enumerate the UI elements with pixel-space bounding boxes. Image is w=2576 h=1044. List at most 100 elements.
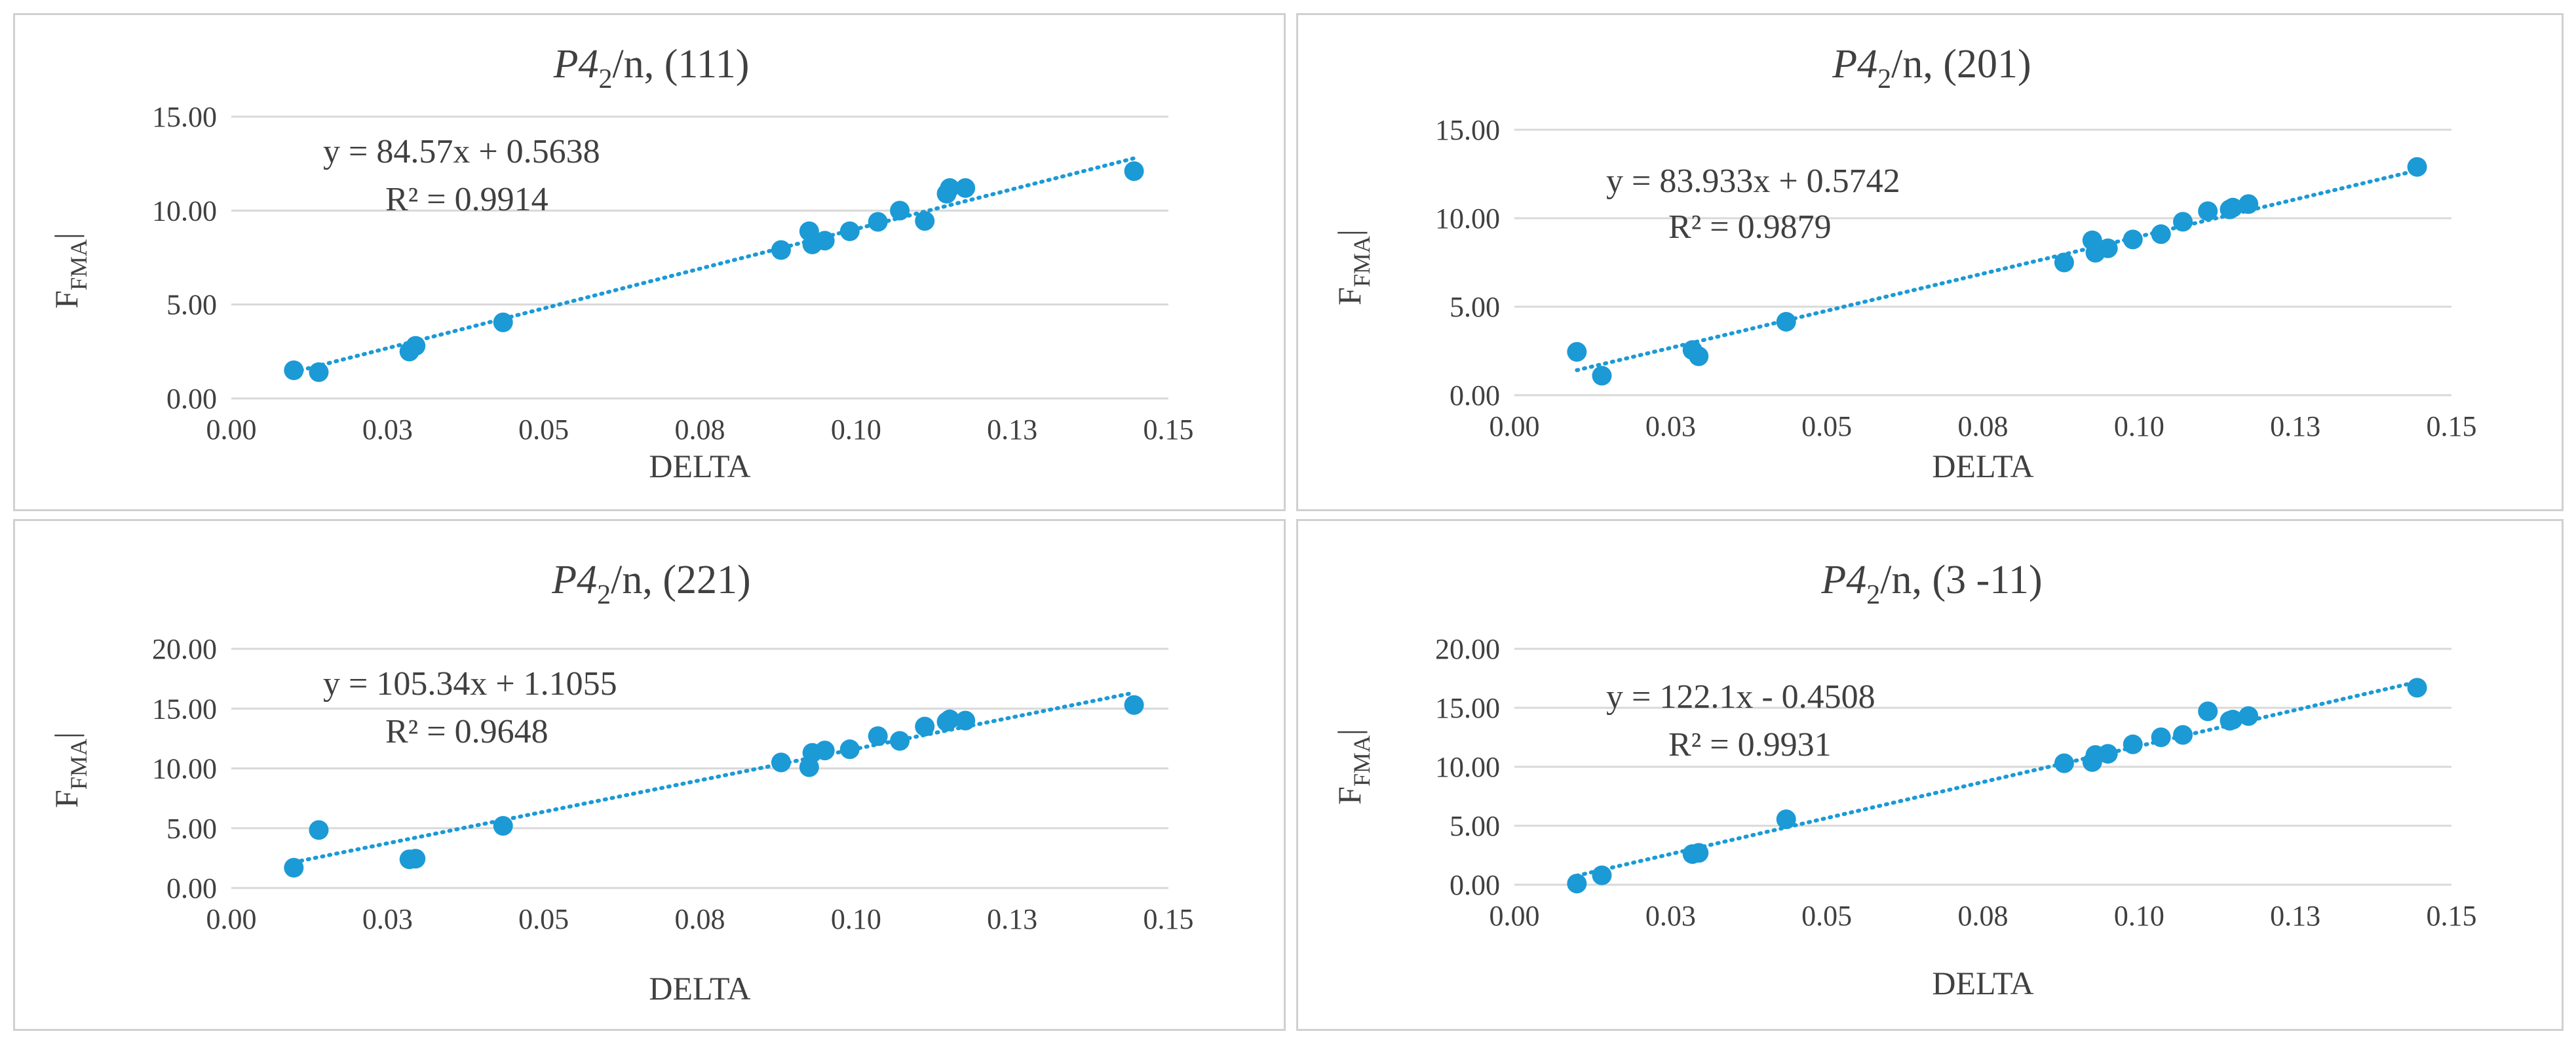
x-tick-label: 0.08 [675, 414, 725, 446]
data-point [890, 731, 910, 751]
x-tick-label: 0.03 [362, 414, 413, 446]
y-axis-label-main: F [1331, 287, 1368, 305]
data-point [2407, 678, 2427, 698]
x-tick-label: 0.03 [362, 903, 413, 935]
y-axis-label-main: F [1331, 786, 1368, 805]
y-axis-label: FFMA| [1331, 229, 1375, 305]
data-point [890, 201, 910, 221]
data-point [2173, 725, 2193, 745]
chart-panel-111: 0.00 5.00 10.00 15.00 0.00 0.03 0.05 0.08 0.10 0.… [13, 13, 1286, 511]
chart-title-subscript: 2 [597, 580, 611, 610]
y-tick-label: 15.00 [1435, 692, 1500, 724]
data-point [940, 709, 960, 729]
data-point [309, 820, 329, 840]
x-tick-label: 0.10 [2114, 410, 2164, 442]
x-axis-label: DELTA [649, 970, 750, 1007]
chart-title-suffix: /n, (201) [1891, 42, 2031, 87]
data-point [2054, 753, 2074, 773]
x-tick-label: 0.05 [518, 414, 569, 446]
data-point [940, 178, 960, 198]
data-point [815, 231, 835, 251]
y-axis-label-sub: FMA [66, 739, 92, 790]
y-tick-label: 10.00 [152, 753, 217, 785]
data-point [955, 178, 976, 198]
data-point [2407, 157, 2427, 177]
chart-title-prefix: P4 [1820, 558, 1866, 602]
data-point [915, 211, 935, 231]
data-point [309, 362, 329, 382]
data-point [2151, 727, 2171, 747]
trendline [292, 156, 1136, 374]
data-point [1689, 346, 1709, 366]
trend-equation: y = 84.57x + 0.5638 [323, 133, 600, 170]
data-point [2054, 252, 2074, 273]
data-point [2223, 710, 2243, 729]
chart-title: P42/n, (3 -11) [1820, 558, 2042, 610]
y-tick-label: 15.00 [152, 693, 217, 725]
y-tick-label: 5.00 [166, 813, 217, 845]
chart-title-suffix: /n, (3 -11) [1880, 558, 2042, 602]
y-axis-label: FFMA| [48, 233, 92, 309]
x-tick-label: 0.10 [2114, 900, 2164, 932]
y-tick-label: 20.00 [152, 633, 217, 665]
y-axis-label-main: F [48, 290, 85, 309]
data-point [1124, 695, 1144, 715]
chart-svg-201: 0.00 5.00 10.00 15.00 0.00 0.03 0.05 0.08 0.10 0.… [1331, 42, 2477, 484]
r-squared: R² = 0.9931 [1668, 726, 1832, 764]
data-point [2151, 224, 2171, 244]
data-point [2123, 229, 2143, 250]
trend-equation: y = 83.933x + 0.5742 [1606, 163, 1900, 200]
data-point [406, 336, 426, 356]
x-axis-label: DELTA [1932, 448, 2033, 484]
y-axis-label-main: F [48, 790, 85, 808]
chart-title-subscript: 2 [1866, 580, 1880, 610]
x-tick-label: 0.00 [1490, 410, 1540, 442]
x-tick-label: 0.15 [2427, 410, 2477, 442]
y-tick-label: 10.00 [1435, 751, 1500, 783]
x-tick-label: 0.03 [1645, 410, 1696, 442]
x-tick-label: 0.08 [675, 903, 725, 935]
y-tick-label: 0.00 [1450, 869, 1500, 901]
data-point [493, 312, 513, 332]
trendline [1575, 168, 2419, 372]
y-tick-label: 0.00 [166, 383, 217, 415]
trendline [292, 691, 1136, 864]
data-point [2098, 744, 2118, 764]
x-tick-label: 0.10 [831, 903, 881, 935]
y-axis-label-sub: FMA [1349, 236, 1375, 287]
chart-title-prefix: P4 [551, 558, 597, 602]
x-tick-label: 0.08 [1958, 410, 2009, 442]
data-point [1689, 843, 1709, 863]
chart-panel-3-11: 0.00 5.00 10.00 15.00 20.00 0.00 0.03 0.05 0.08 0… [1296, 519, 2564, 1031]
data-point [2173, 212, 2193, 232]
data-point [955, 710, 976, 731]
data-point [284, 857, 304, 878]
data-point [1567, 341, 1587, 362]
chart-title-suffix: /n, (111) [612, 42, 749, 87]
data-point [868, 726, 888, 746]
x-axis-label: DELTA [649, 448, 750, 484]
y-tick-label: 10.00 [152, 195, 217, 227]
data-point [839, 739, 860, 760]
chart-title-prefix: P4 [553, 42, 599, 87]
data-point [1776, 311, 1796, 332]
data-point [2198, 201, 2218, 222]
y-axis-label-suffix: | [1331, 729, 1368, 735]
data-point [2098, 238, 2118, 258]
x-tick-label: 0.15 [2427, 900, 2477, 932]
y-tick-label: 0.00 [166, 872, 217, 904]
r-squared: R² = 0.9879 [1668, 208, 1832, 246]
y-axis-label-suffix: | [48, 233, 85, 239]
data-point [1592, 366, 1612, 386]
x-tick-label: 0.15 [1144, 414, 1194, 446]
y-tick-label: 0.00 [1450, 379, 1500, 412]
x-tick-label: 0.05 [1801, 900, 1852, 932]
r-squared: R² = 0.9648 [385, 713, 548, 750]
data-point [1567, 874, 1587, 894]
x-tick-label: 0.13 [2270, 900, 2320, 932]
chart-title-suffix: /n, (221) [611, 558, 751, 602]
y-tick-label: 20.00 [1435, 633, 1500, 665]
y-axis-label-suffix: | [1331, 229, 1368, 236]
y-axis-label: FFMA| [1331, 729, 1375, 805]
x-tick-label: 0.13 [987, 903, 1037, 935]
